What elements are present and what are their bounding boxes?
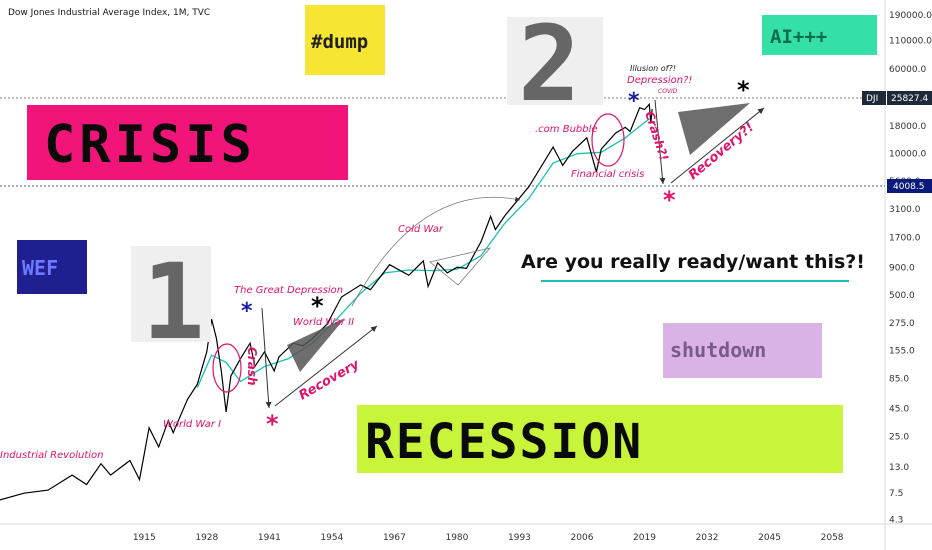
y-tick-label: 110000.0 (889, 37, 932, 47)
annotation-crash-2: Crash?! (642, 110, 671, 163)
wef-badge: WEF (22, 256, 58, 280)
last-price-tag: 25827.4 (891, 94, 928, 104)
y-tick-label: 1700.0 (889, 233, 921, 243)
y-tick-label: 500.0 (889, 291, 915, 301)
x-tick-label: 1928 (195, 533, 218, 543)
annotation-cold-war: Cold War (398, 224, 444, 235)
shutdown-badge: shutdown (670, 338, 766, 362)
y-tick-label: 10000.0 (889, 150, 926, 160)
dump-badge: #dump (311, 31, 368, 53)
annotation-financial-crisis: Financial crisis (571, 169, 644, 180)
recovery2-arrow (670, 107, 765, 184)
annotation-great-depression: The Great Depression (234, 285, 343, 296)
shutdown-badge-bg (663, 323, 822, 378)
y-tick-label: 155.0 (889, 346, 915, 356)
annotation-world-war-1: World War I (163, 419, 221, 430)
cold-war-arc-arrow (351, 196, 521, 307)
asterisk-red-1932: * (266, 410, 279, 438)
callout-question: Are you really ready/want this?! (521, 251, 865, 273)
y-tick-label: 13.0 (889, 463, 909, 473)
y-tick-label: 275.0 (889, 319, 915, 329)
crash2-arrow (654, 99, 666, 185)
y-axis-ticks: 190000.0110000.060000.032000.018000.0100… (889, 11, 932, 526)
dump-badge-bg (305, 5, 385, 75)
x-tick-label: 2019 (633, 533, 656, 543)
annotation-depression-2: Depression?! (627, 75, 692, 86)
x-tick-label: 1980 (445, 533, 468, 543)
recovery1-arrow (274, 325, 378, 407)
depression-highlight-circle (212, 343, 242, 393)
numeral-2-bg (507, 17, 603, 105)
teal-badge-bg (762, 15, 877, 55)
asterisk-blue-1929: * (241, 299, 253, 324)
x-tick-label: 2058 (821, 533, 844, 543)
y-tick-label: 25.0 (889, 432, 909, 442)
y-tick-label: 190000.0 (889, 11, 932, 21)
numeral-1: 1 (142, 241, 205, 363)
y-tick-label: 4.3 (889, 515, 903, 525)
y-tick-label: 3100.0 (889, 205, 921, 215)
annotation-crash-1: Crash (245, 347, 259, 386)
x-tick-label: 2006 (571, 533, 594, 543)
y-tick-label: 45.0 (889, 405, 909, 415)
x-tick-label: 1967 (383, 533, 406, 543)
x-tick-label: 1954 (320, 533, 343, 543)
annotation-industrial-revolution: Industrial Revolution (0, 450, 104, 461)
price-line (0, 102, 653, 501)
cold-war-channel (429, 247, 492, 286)
x-tick-label: 2045 (758, 533, 781, 543)
annotation-dotcom-bubble: .com Bubble (535, 124, 598, 135)
annotation-covid: COVID (658, 88, 678, 95)
annotation-illusion: Illusion of?! (630, 64, 676, 73)
x-tick-label: 2032 (696, 533, 719, 543)
x-tick-label: 1993 (508, 533, 531, 543)
numeral-1-bg (131, 246, 211, 342)
wef-badge-bg (17, 240, 87, 294)
symbol-tag: DJI (866, 94, 878, 104)
x-tick-label: 1915 (133, 533, 156, 543)
recession-badge-bg (357, 405, 843, 473)
asterisk-red-future: * (663, 186, 676, 214)
numeral-2: 2 (518, 3, 581, 125)
teal-badge: AI+++ (770, 26, 827, 48)
chart-title: Dow Jones Industrial Average Index, 1M, … (8, 8, 211, 18)
y-tick-label: 85.0 (889, 375, 909, 385)
y-tick-label: 18000.0 (889, 122, 926, 132)
asterisk-black-future: * (737, 76, 750, 104)
recession-badge: RECESSION (365, 414, 643, 470)
crash1-arrow (261, 307, 272, 409)
annotation-world-war-2: World War II (293, 317, 354, 328)
asterisk-blue-2020: * (628, 89, 640, 114)
future-triangle-pattern (678, 103, 750, 155)
symbol-tag-bg (862, 91, 886, 105)
ww2-triangle-pattern (287, 318, 345, 372)
last-price-tag-bg (887, 91, 932, 105)
crisis-badge-bg (27, 105, 348, 180)
y-tick-label: 60000.0 (889, 65, 926, 75)
crisis-badge: CRISIS (44, 115, 256, 175)
x-axis-ticks: 1915 1928 1941 1954 1967 1980 1993 2006 2019 2032… (133, 533, 844, 543)
x-tick-label: 1941 (258, 533, 281, 543)
level-tag: 4008.5 (893, 182, 925, 192)
y-tick-label: 900.0 (889, 263, 915, 273)
y-tick-label: 7.5 (889, 489, 903, 499)
asterisk-black-ww2: * (311, 292, 324, 320)
level-tag-bg (887, 179, 932, 193)
financial-crisis-highlight-circle (591, 113, 625, 167)
